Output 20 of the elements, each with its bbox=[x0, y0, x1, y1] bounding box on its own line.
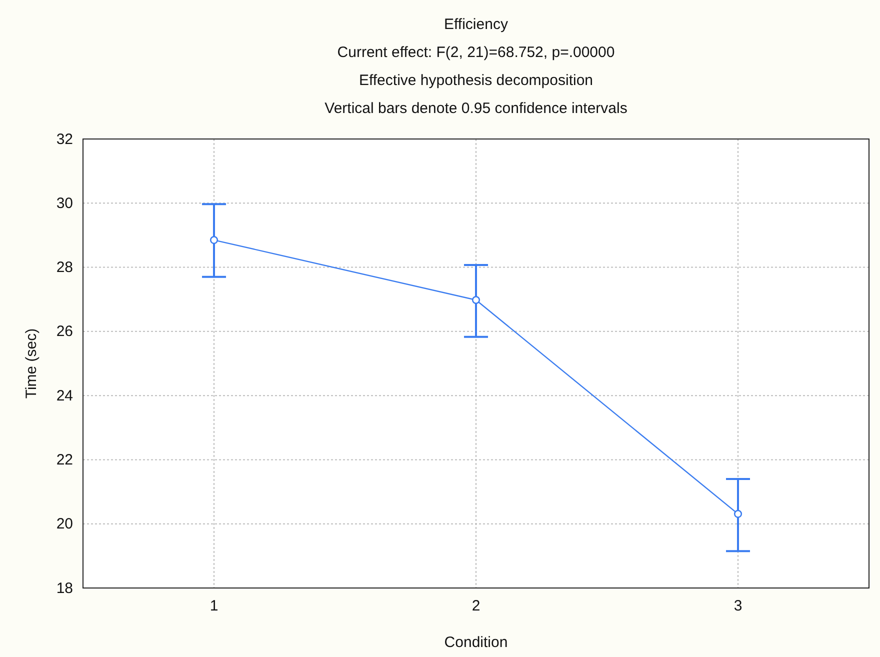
x-axis-title: Condition bbox=[444, 634, 508, 651]
point bbox=[472, 296, 480, 304]
text: Vertical bars denote 0.95 confidence intervals bbox=[324, 100, 628, 117]
y-tick-label: 20 bbox=[56, 516, 73, 533]
chart-subtitle: Current effect: F(2, 21)=68.752, p=.00000 bbox=[337, 44, 615, 61]
y-tick-label: 28 bbox=[56, 259, 73, 276]
chart-title: Efficiency bbox=[444, 16, 508, 33]
y-tick-label: 18 bbox=[56, 580, 73, 597]
y-tick-label: 24 bbox=[56, 387, 73, 404]
y-axis-title: Time (sec) bbox=[23, 328, 40, 399]
text: Effective hypothesis decomposition bbox=[358, 72, 594, 89]
y-tick-label: 32 bbox=[56, 130, 73, 148]
x-tick-label: 2 bbox=[472, 598, 480, 615]
y-tick-label: 22 bbox=[56, 452, 73, 469]
x-tick-label: 3 bbox=[734, 598, 742, 615]
y-tick-label: 30 bbox=[56, 194, 73, 212]
x-tick-label: 1 bbox=[210, 598, 218, 615]
point bbox=[210, 236, 218, 244]
y-tick-label: 26 bbox=[56, 323, 73, 340]
point bbox=[734, 510, 742, 518]
